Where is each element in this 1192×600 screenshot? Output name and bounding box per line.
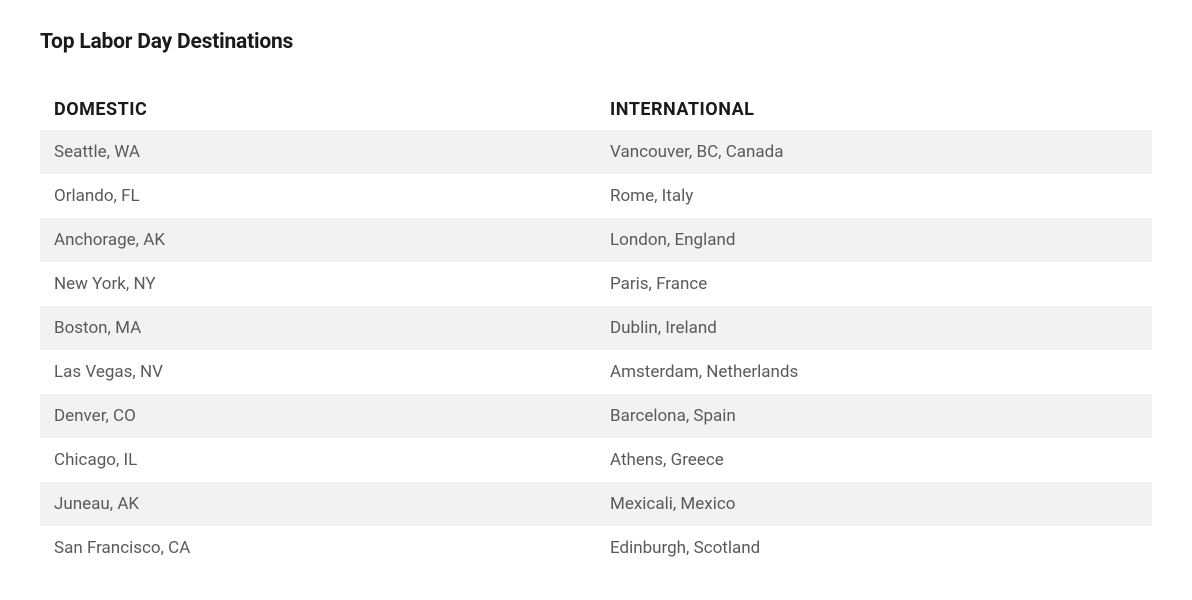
domestic-cell: Boston, MA [40,306,596,350]
international-cell: Athens, Greece [596,438,1152,482]
table-row: Anchorage, AK London, England [40,218,1152,262]
table-row: New York, NY Paris, France [40,262,1152,306]
domestic-cell: New York, NY [40,262,596,306]
international-cell: Barcelona, Spain [596,394,1152,438]
page-title: Top Labor Day Destinations [40,30,1152,54]
international-cell: Paris, France [596,262,1152,306]
international-cell: Dublin, Ireland [596,306,1152,350]
table-row: San Francisco, CA Edinburgh, Scotland [40,526,1152,570]
domestic-cell: San Francisco, CA [40,526,596,570]
international-cell: Amsterdam, Netherlands [596,350,1152,394]
domestic-cell: Chicago, IL [40,438,596,482]
table-header-row: DOMESTIC INTERNATIONAL [40,89,1152,130]
domestic-cell: Denver, CO [40,394,596,438]
domestic-cell: Anchorage, AK [40,218,596,262]
domestic-cell: Orlando, FL [40,174,596,218]
international-cell: Edinburgh, Scotland [596,526,1152,570]
international-cell: Rome, Italy [596,174,1152,218]
domestic-cell: Las Vegas, NV [40,350,596,394]
table-row: Denver, CO Barcelona, Spain [40,394,1152,438]
table-row: Chicago, IL Athens, Greece [40,438,1152,482]
international-cell: Vancouver, BC, Canada [596,130,1152,174]
table-row: Seattle, WA Vancouver, BC, Canada [40,130,1152,174]
domestic-cell: Juneau, AK [40,482,596,526]
table-row: Boston, MA Dublin, Ireland [40,306,1152,350]
column-header-international: INTERNATIONAL [596,89,1152,130]
table-row: Juneau, AK Mexicali, Mexico [40,482,1152,526]
table-row: Orlando, FL Rome, Italy [40,174,1152,218]
international-cell: Mexicali, Mexico [596,482,1152,526]
destinations-table: DOMESTIC INTERNATIONAL Seattle, WA Vanco… [40,89,1152,570]
column-header-domestic: DOMESTIC [40,89,596,130]
domestic-cell: Seattle, WA [40,130,596,174]
table-row: Las Vegas, NV Amsterdam, Netherlands [40,350,1152,394]
international-cell: London, England [596,218,1152,262]
